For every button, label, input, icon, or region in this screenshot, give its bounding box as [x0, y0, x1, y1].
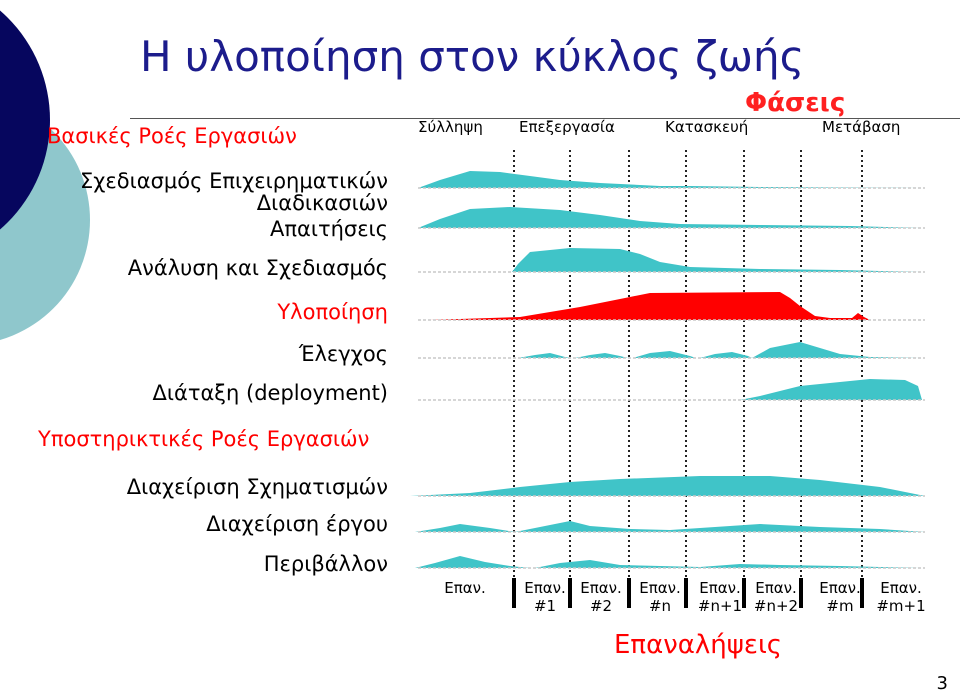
iteration-label-line1: Επαν.	[699, 579, 741, 597]
project-management-effort	[415, 524, 515, 532]
deployment-effort	[525, 379, 922, 400]
iteration-label-line1: Επαν.	[444, 579, 486, 597]
workflow-config-management: Διαχείριση Σχηματισμών	[126, 475, 388, 499]
iteration-label-line2: #m+1	[876, 597, 926, 615]
phase-elaboration: Επεξεργασία	[519, 118, 615, 136]
workflow-requirements: Απαιτήσεις	[269, 217, 388, 241]
phase-inception: Σύλληψη	[418, 118, 483, 136]
iteration-divider-marker	[799, 578, 803, 608]
iteration-label-line1: Επαν.	[580, 579, 622, 597]
iteration-label-preliminary: Επαν.	[435, 579, 495, 597]
implementation-effort	[430, 292, 920, 320]
effort-humps	[410, 171, 925, 568]
iteration-divider-marker	[860, 578, 864, 608]
page-title: Η υλοποίηση στον κύκλος ζωής	[140, 32, 805, 81]
iteration-divider-marker	[684, 578, 688, 608]
test-effort-iter-n1	[700, 352, 752, 358]
test-effort-iter1	[518, 353, 570, 358]
title-divider	[130, 118, 960, 119]
project-management-effort-2	[515, 521, 925, 532]
test-effort-iter-n2	[752, 342, 920, 358]
iteration-label-line2: #2	[589, 597, 613, 615]
config-management-effort	[410, 476, 925, 496]
iteration-label-line2: #n+1	[697, 597, 743, 615]
workflow-environment: Περιβάλλον	[263, 552, 388, 576]
iteration-label-line1: Επαν.	[819, 579, 861, 597]
iteration-label-line2: #n+2	[753, 597, 799, 615]
iteration-label-line1: Επαν.	[639, 579, 681, 597]
iteration-divider-marker	[742, 578, 746, 608]
iteration-label-n: Επαν. #n	[630, 579, 690, 615]
iteration-label-line2: #n	[648, 597, 672, 615]
workflow-analysis-design: Ανάλυση και Σχεδιασμός	[127, 256, 388, 280]
iteration-label-1: Επαν. #1	[515, 579, 575, 615]
environment-effort-2	[535, 560, 920, 568]
iteration-label-2: Επαν. #2	[571, 579, 631, 615]
phase-construction: Κατασκευή	[665, 118, 749, 136]
iteration-label-line1: Επαν.	[880, 579, 922, 597]
iteration-label-line1: Επαν.	[755, 579, 797, 597]
workflow-label-line1: Σχεδιασμός Επιχειρηματικών	[80, 169, 388, 193]
workflow-test: Έλεγχος	[298, 342, 388, 366]
iteration-label-line2: #1	[533, 597, 557, 615]
iteration-label-line1: Επαν.	[524, 579, 566, 597]
iteration-label-m: Επαν. #m	[810, 579, 870, 615]
phases-heading: Φάσεις	[745, 88, 846, 118]
test-effort-iter2	[575, 353, 628, 358]
iteration-label-n-plus-1: Επαν. #n+1	[690, 579, 750, 615]
phase-transition: Μετάβαση	[822, 118, 901, 136]
iteration-label-m-plus-1: Επαν. #m+1	[871, 579, 931, 615]
iteration-label-n-plus-2: Επαν. #n+2	[746, 579, 806, 615]
workflow-label-line2: Διαδικασιών	[256, 191, 388, 215]
business-modeling-effort	[418, 171, 920, 188]
test-effort-iter-n	[633, 351, 696, 358]
workflow-deployment: Διάταξη (deployment)	[152, 381, 389, 405]
workflow-project-management: Διαχείριση έργου	[206, 512, 388, 536]
iteration-divider-marker	[627, 578, 631, 608]
environment-effort	[415, 556, 530, 568]
iteration-baselines	[418, 187, 925, 569]
page-number: 3	[936, 673, 948, 694]
iterations-heading: Επαναλήψεις	[614, 630, 783, 660]
iteration-divider-marker	[512, 578, 516, 608]
workflow-implementation: Υλοποίηση	[277, 300, 388, 324]
analysis-design-effort	[512, 248, 920, 272]
core-workflows-heading: Βασικές Ροές Εργασιών	[47, 124, 297, 148]
iteration-label-line2: #m	[826, 597, 854, 615]
requirements-effort	[418, 207, 920, 228]
support-workflows-heading: Υποστηρικτικές Ροές Εργασιών	[38, 427, 370, 451]
dark-circle-shape	[0, 10, 50, 230]
workflow-business-modeling: Σχεδιασμός Επιχειρηματικών Διαδικασιών	[80, 170, 388, 214]
iteration-divider-marker	[568, 578, 572, 608]
